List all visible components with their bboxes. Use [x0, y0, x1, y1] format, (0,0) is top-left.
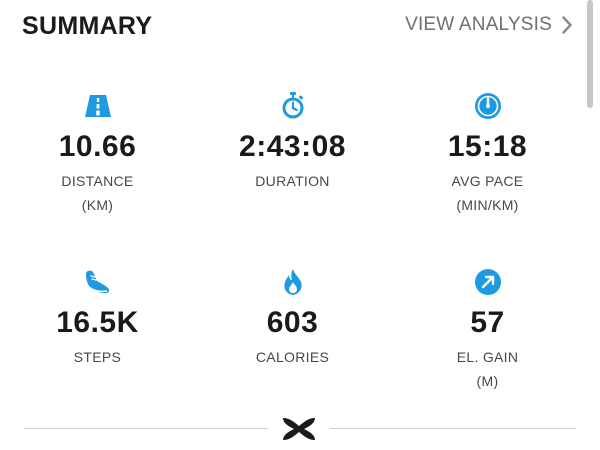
stopwatch-icon — [279, 92, 307, 120]
view-analysis-label: VIEW ANALYSIS — [405, 14, 552, 35]
footer-divider — [24, 414, 576, 444]
divider-line — [330, 428, 576, 429]
stat-label: STEPS — [73, 349, 122, 365]
view-analysis-link[interactable]: VIEW ANALYSIS — [405, 14, 572, 36]
stat-steps: 16.5K STEPS — [0, 268, 195, 390]
page-title: SUMMARY — [22, 12, 153, 40]
elevation-arrow-icon — [474, 268, 502, 296]
shoe-icon — [84, 268, 112, 296]
stat-elevation-gain: 57 EL. GAIN (M) — [390, 268, 585, 390]
stat-calories: 603 CALORIES — [195, 268, 390, 390]
stat-label: DURATION — [255, 173, 330, 189]
chevron-right-icon — [562, 16, 572, 34]
brand-logo-icon — [280, 416, 318, 442]
stat-value: 16.5K — [56, 306, 139, 339]
stat-label: CALORIES — [255, 349, 330, 365]
flame-icon — [279, 268, 307, 296]
scrollbar[interactable] — [587, 0, 593, 108]
stat-value: 603 — [266, 306, 319, 339]
stat-value: 10.66 — [58, 130, 137, 163]
road-icon — [84, 92, 112, 120]
stat-label: AVG PACE — [451, 173, 524, 189]
stat-unit: (MIN/KM) — [456, 197, 519, 213]
stat-label: DISTANCE — [61, 173, 134, 189]
summary-header: SUMMARY VIEW ANALYSIS — [0, 0, 600, 60]
speedometer-icon — [474, 92, 502, 120]
stats-row: 16.5K STEPS 603 CALORIES — [0, 268, 585, 390]
stat-value: 57 — [470, 306, 505, 339]
stat-label: EL. GAIN — [456, 349, 519, 365]
stat-value: 15:18 — [447, 130, 528, 163]
stat-duration: 2:43:08 DURATION — [195, 92, 390, 214]
stat-unit: (M) — [476, 373, 499, 389]
stat-distance: 10.66 DISTANCE (KM) — [0, 92, 195, 214]
stat-value: 2:43:08 — [239, 130, 346, 163]
stats-row: 10.66 DISTANCE (KM) 2:43:08 DURATION — [0, 92, 585, 214]
stat-unit: (KM) — [81, 197, 114, 213]
stat-avg-pace: 15:18 AVG PACE (MIN/KM) — [390, 92, 585, 214]
divider-line — [24, 428, 268, 429]
